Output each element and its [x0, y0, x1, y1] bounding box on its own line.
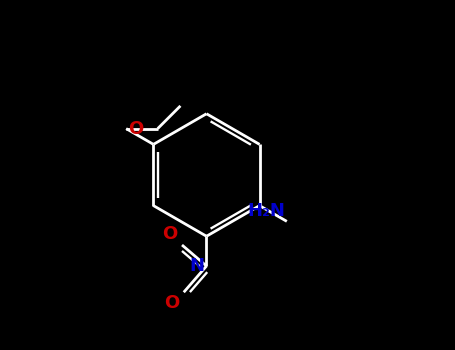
- Text: N: N: [190, 257, 205, 275]
- Text: O: O: [128, 120, 143, 138]
- Text: O: O: [164, 294, 180, 312]
- Text: O: O: [162, 225, 178, 243]
- Text: H₂N: H₂N: [247, 202, 285, 220]
